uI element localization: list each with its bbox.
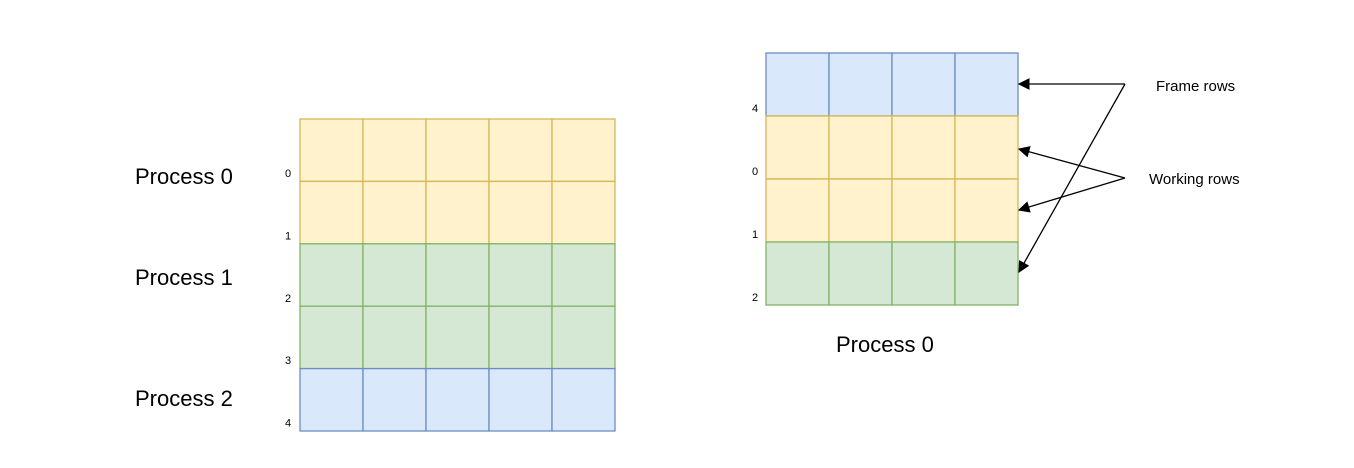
grid-cell [299,180,364,245]
grid-cell [425,243,490,307]
grid-cell [828,241,893,306]
grid-cell [425,118,490,183]
grid-cell [765,178,830,243]
process-2-label: Process 2 [135,386,233,411]
grid-cell [765,52,830,117]
row-index-label: 2 [285,293,291,305]
row-index-label: 0 [752,166,758,178]
grid-cell [362,180,427,245]
grid-cell [551,118,616,183]
grid-cell [299,367,364,432]
grid-cell [954,52,1019,117]
row-index-label: 0 [285,168,291,180]
grid-cell [362,118,427,183]
grid-cell [299,243,364,307]
grid-cell [954,115,1019,180]
grid-cell [299,305,364,370]
grid-cell [954,241,1019,306]
grid-cell [425,367,490,432]
grid-cell [299,118,364,183]
process-0-label: Process 0 [135,164,233,189]
grid-cell [488,305,553,370]
grid-cell [362,243,427,307]
grid-cell [488,367,553,432]
row-index-label: 4 [285,418,291,430]
grid-cell [891,178,956,243]
grid-cell [551,305,616,370]
row-index-label: 4 [752,103,758,115]
right-process-label: Process 0 [836,332,934,357]
left-grid: 0 1 2 3 4 [285,118,616,432]
grid-cell [488,180,553,245]
grid-cell [488,118,553,183]
grid-cell [551,243,616,307]
grid-cell [828,52,893,117]
frame-rows-label: Frame rows [1156,78,1235,95]
working-rows-label: Working rows [1149,171,1240,188]
grid-cell [954,178,1019,243]
grid-cell [891,115,956,180]
grid-cell [891,52,956,117]
grid-cell [425,305,490,370]
grid-cell [362,367,427,432]
grid-cell [362,305,427,370]
process-1-label: Process 1 [135,265,233,290]
row-index-label: 3 [285,355,291,367]
grid-cell [828,115,893,180]
grid-cell [551,180,616,245]
grid-cell [425,180,490,245]
row-index-label: 1 [285,230,291,242]
grid-cell [488,243,553,307]
row-index-label: 1 [752,229,758,241]
frame-rows-arrow-bottom [1018,83,1126,274]
row-index-label: 2 [752,292,758,304]
working-rows-arrow-top [1017,146,1126,179]
grid-cell [891,241,956,306]
working-rows-arrow-bottom [1017,177,1126,213]
grid-cell [765,115,830,180]
right-grid: 4 0 1 2 [752,52,1019,306]
grid-cell [551,367,616,432]
grid-cell [765,241,830,306]
grid-cell [828,178,893,243]
